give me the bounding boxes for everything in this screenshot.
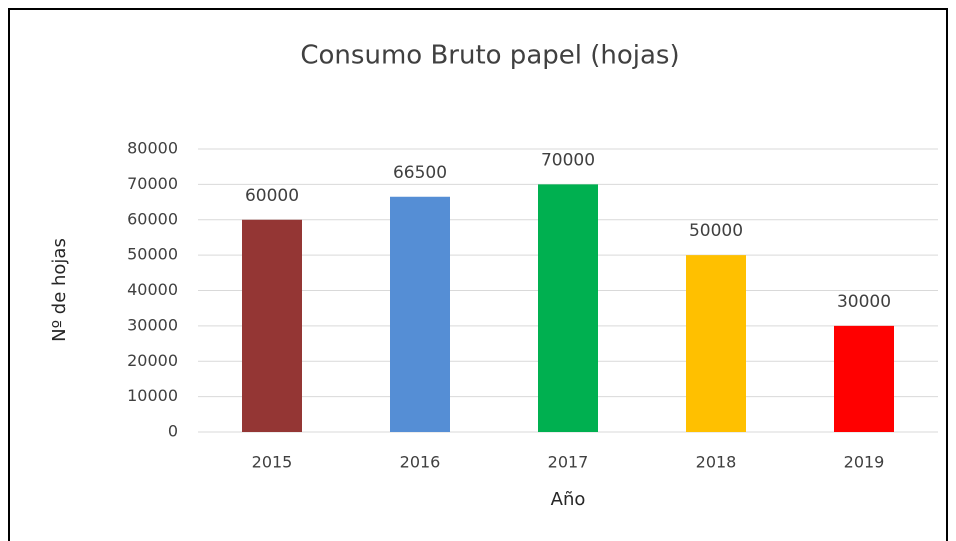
y-tick-label: 20000 (127, 351, 178, 370)
y-tick-label: 60000 (127, 209, 178, 228)
bar (538, 184, 598, 432)
data-label: 60000 (245, 186, 299, 206)
bar (834, 325, 894, 432)
x-tick-label: 2018 (696, 453, 737, 472)
x-tick-label: 2015 (252, 453, 293, 472)
data-label: 50000 (689, 221, 743, 241)
y-tick-label: 30000 (127, 315, 178, 334)
y-tick-label: 80000 (127, 139, 178, 158)
y-axis-label: Nº de hojas (49, 238, 70, 342)
data-label: 66500 (393, 163, 447, 183)
x-axis-label: Año (551, 489, 586, 510)
x-tick-label: 2017 (548, 453, 589, 472)
data-label: 30000 (837, 292, 891, 312)
x-tick-label: 2016 (400, 453, 441, 472)
chart-border (8, 8, 948, 541)
y-tick-label: 50000 (127, 245, 178, 264)
y-tick-label: 70000 (127, 174, 178, 193)
y-tick-label: 0 (168, 422, 178, 441)
chart-title: Consumo Bruto papel (hojas) (300, 41, 679, 71)
x-tick-label: 2019 (844, 453, 885, 472)
data-label: 70000 (541, 150, 595, 170)
y-tick-label: 10000 (127, 386, 178, 405)
bar (242, 219, 302, 432)
bar (390, 196, 450, 432)
y-tick-label: 40000 (127, 280, 178, 299)
bar (686, 255, 746, 432)
